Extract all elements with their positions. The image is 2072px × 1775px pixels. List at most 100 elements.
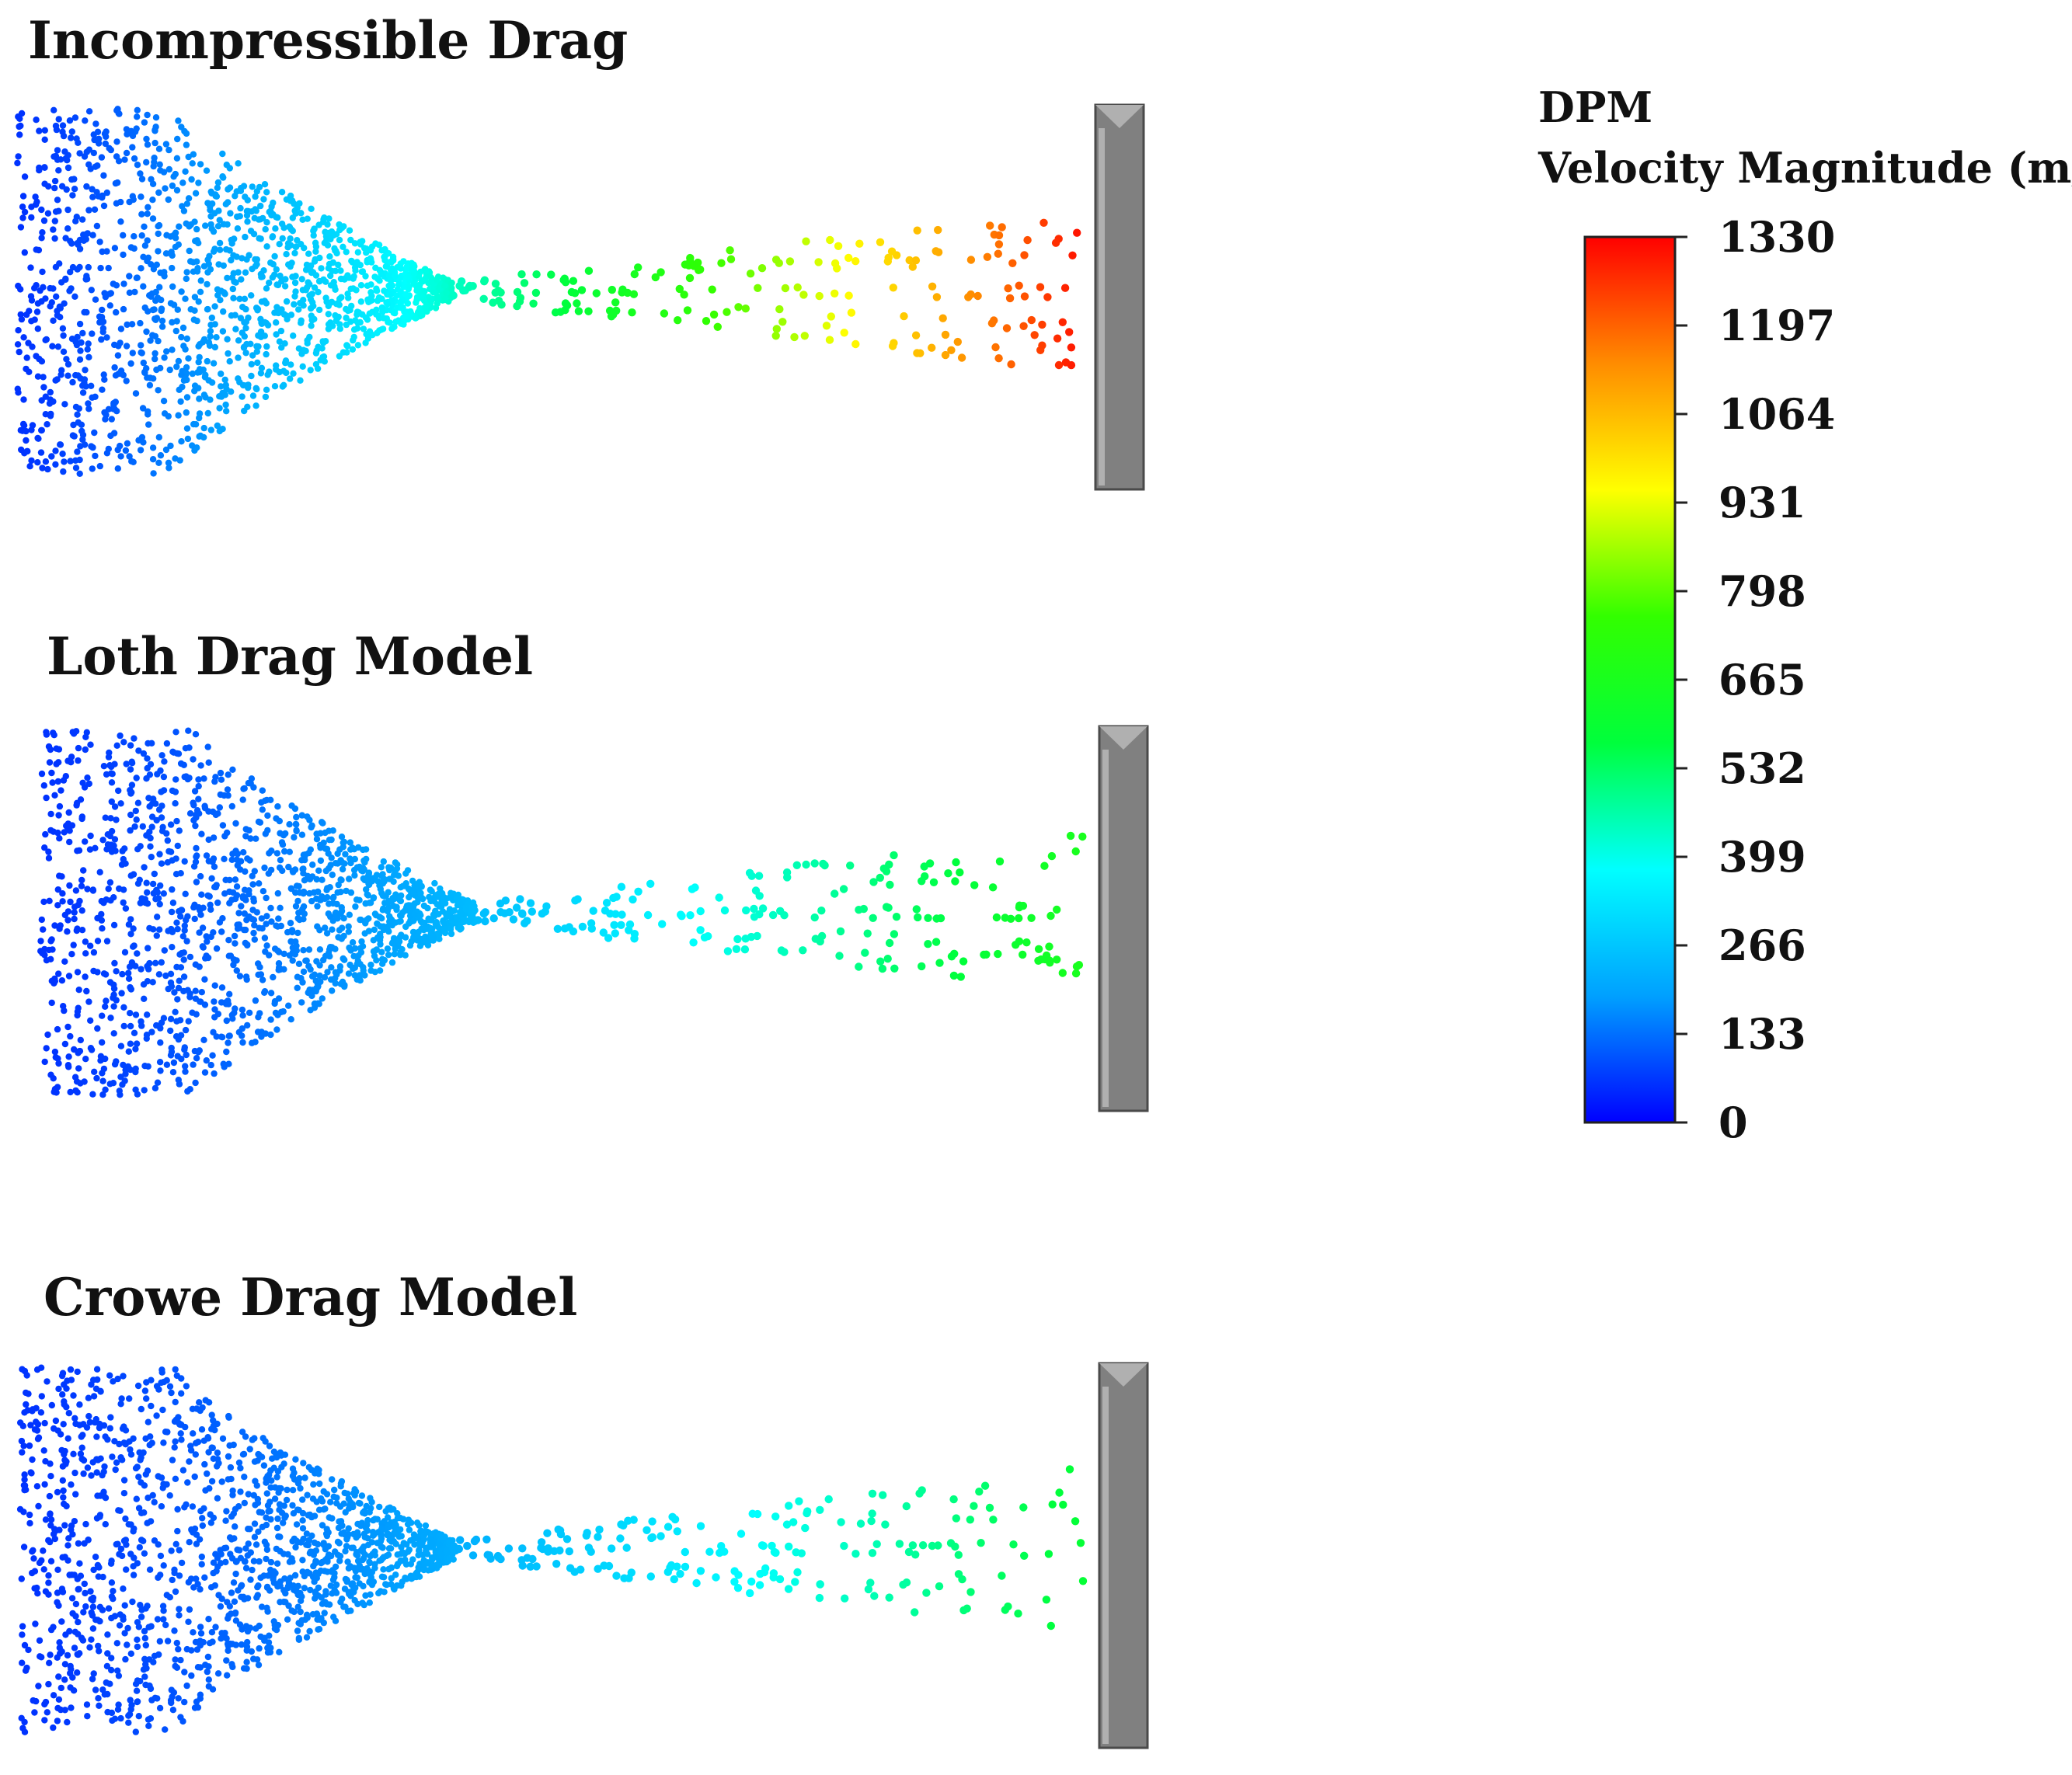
particle <box>302 957 309 964</box>
particle <box>601 907 610 915</box>
particle <box>296 200 303 207</box>
particle <box>1060 284 1070 292</box>
particle <box>142 1641 149 1649</box>
particle <box>543 1529 552 1537</box>
particle <box>315 288 322 296</box>
particle <box>210 1028 217 1035</box>
particle <box>151 158 158 165</box>
particle <box>886 880 894 889</box>
particle <box>201 1574 208 1581</box>
particle <box>330 279 337 286</box>
particle <box>299 1557 306 1564</box>
particle <box>38 770 46 778</box>
particle <box>224 274 231 282</box>
particle <box>295 960 303 967</box>
particle <box>116 110 123 117</box>
particle <box>45 1579 52 1586</box>
particle <box>295 1634 302 1642</box>
particle <box>223 162 230 169</box>
particle <box>599 928 608 937</box>
particle <box>102 294 110 301</box>
particle <box>124 1624 131 1632</box>
particle <box>228 1011 235 1018</box>
particle <box>239 1006 246 1014</box>
particle <box>100 763 108 770</box>
particle <box>63 1502 70 1510</box>
particle <box>88 1381 95 1388</box>
particle <box>64 1651 71 1659</box>
particle <box>327 272 334 280</box>
particle <box>217 297 224 304</box>
particle <box>371 1548 378 1555</box>
particle <box>1036 955 1046 964</box>
particle <box>60 1494 67 1501</box>
particle <box>185 355 192 362</box>
particle <box>65 1535 72 1542</box>
particle <box>259 787 266 794</box>
particle <box>325 265 333 272</box>
particle <box>209 1444 216 1452</box>
particle <box>54 1488 61 1496</box>
particle <box>360 1543 367 1551</box>
particle <box>612 893 621 901</box>
particle <box>335 261 342 269</box>
particle <box>74 333 81 341</box>
particle <box>64 372 71 379</box>
particle <box>126 1395 133 1402</box>
particle <box>44 421 50 428</box>
particle <box>785 257 795 266</box>
particle <box>379 308 386 315</box>
particle <box>195 795 202 802</box>
particle <box>54 311 61 319</box>
particle <box>373 946 380 953</box>
particle <box>311 1539 318 1547</box>
particle <box>165 196 172 204</box>
particle <box>292 903 300 910</box>
particle <box>569 277 578 285</box>
particle <box>520 279 529 287</box>
particle <box>307 1586 314 1594</box>
particle <box>172 788 179 795</box>
particle <box>205 377 212 384</box>
particle <box>132 1464 140 1472</box>
particle <box>89 330 96 337</box>
particle <box>145 411 151 418</box>
particle <box>127 827 134 834</box>
particle <box>541 907 549 916</box>
particle <box>382 263 389 270</box>
particle <box>161 947 168 954</box>
particle <box>64 1062 72 1069</box>
particle <box>56 303 64 310</box>
particle <box>131 1029 138 1036</box>
particle <box>141 995 148 1002</box>
particle <box>172 1366 179 1373</box>
particle <box>170 231 177 238</box>
particle <box>215 261 222 268</box>
particle <box>209 808 217 816</box>
particle <box>228 388 235 395</box>
particle <box>54 147 61 154</box>
particle <box>84 346 91 353</box>
particle <box>156 851 163 858</box>
particle <box>86 1644 93 1651</box>
particle <box>30 1697 37 1704</box>
particle <box>64 1023 71 1031</box>
particle <box>194 1664 202 1671</box>
particle <box>228 856 235 863</box>
particle <box>851 339 860 349</box>
particle <box>163 830 170 837</box>
particle <box>152 316 159 323</box>
particle <box>117 1074 124 1081</box>
particle <box>18 446 25 454</box>
particle <box>41 127 48 134</box>
particle <box>299 1525 307 1532</box>
particle <box>96 868 103 875</box>
particle <box>204 1653 212 1661</box>
particle <box>75 1585 82 1592</box>
particle <box>86 846 94 853</box>
particle <box>175 412 182 419</box>
particle <box>529 299 538 308</box>
particle <box>103 189 110 197</box>
particle <box>178 124 185 131</box>
particle <box>430 913 438 920</box>
